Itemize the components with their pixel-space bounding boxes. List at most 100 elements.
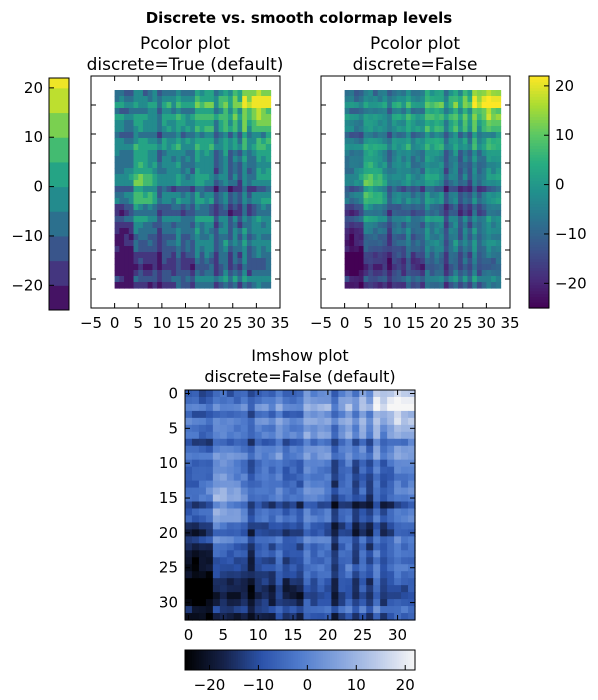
heatmap-cell — [296, 410, 305, 419]
heatmap-cell — [439, 96, 445, 103]
heatmap-cell — [185, 536, 193, 544]
heatmap-cell — [401, 204, 407, 211]
heatmap-cell — [481, 114, 487, 121]
heatmap-cell — [251, 270, 257, 277]
heatmap-cell — [495, 228, 502, 235]
heatmap-cell — [303, 438, 312, 447]
heatmap-cell — [171, 270, 177, 277]
heatmap-cell — [439, 270, 445, 277]
colorbar-gradient-step — [295, 650, 299, 670]
heatmap-cell — [462, 168, 469, 175]
heatmap-cell — [191, 585, 200, 593]
colorbar-gradient-step — [249, 650, 253, 670]
heatmap-cell — [366, 438, 374, 447]
figure-suptitle: Discrete vs. smooth colormap levels — [146, 9, 453, 27]
heatmap-cell — [462, 210, 469, 217]
heatmap-cell — [142, 132, 149, 139]
heatmap-cell — [128, 186, 135, 193]
heatmap-cell — [226, 564, 235, 572]
heatmap-cell — [198, 557, 207, 565]
heatmap-cell — [256, 240, 262, 247]
heatmap-cell — [142, 114, 149, 121]
heatmap-cell — [223, 216, 229, 223]
pcolor-discrete-x-tick-label: 30 — [247, 314, 266, 332]
heatmap-cell — [401, 258, 407, 265]
heatmap-cell — [303, 536, 312, 544]
heatmap-cell — [205, 487, 214, 496]
heatmap-cell — [401, 162, 407, 169]
heatmap-cell — [133, 138, 139, 145]
heatmap-cell — [415, 162, 421, 169]
heatmap-cell — [114, 216, 120, 223]
heatmap-cell — [152, 222, 158, 229]
heatmap-cell — [213, 276, 220, 283]
heatmap-cell — [185, 571, 193, 579]
heatmap-cell — [439, 108, 445, 115]
heatmap-cell — [265, 234, 272, 241]
heatmap-cell — [406, 240, 412, 247]
heatmap-cell — [157, 192, 163, 199]
heatmap-cell — [157, 126, 163, 133]
colorbar-gradient-step — [529, 102, 549, 106]
heatmap-cell — [152, 132, 158, 139]
heatmap-cell — [289, 396, 298, 405]
heatmap-cell — [401, 445, 409, 454]
pcolor-discrete-x-tick-label: −5 — [80, 314, 102, 332]
heatmap-cell — [254, 536, 263, 544]
heatmap-cell — [372, 186, 379, 193]
heatmap-cell — [344, 204, 350, 211]
heatmap-cell — [352, 613, 360, 621]
heatmap-cell — [205, 536, 214, 544]
heatmap-cell — [410, 168, 417, 175]
heatmap-cell — [265, 210, 272, 217]
heatmap-cell — [331, 438, 339, 447]
heatmap-cell — [458, 270, 464, 277]
heatmap-cell — [242, 186, 248, 193]
heatmap-cell — [338, 557, 346, 565]
heatmap-cell — [354, 108, 360, 115]
heatmap-cell — [349, 216, 355, 223]
heatmap-cell — [394, 494, 402, 503]
heatmap-cell — [420, 96, 426, 103]
heatmap-cell — [394, 536, 402, 544]
heatmap-cell — [152, 126, 158, 133]
colorbar-gradient-step — [279, 650, 283, 670]
heatmap-cell — [349, 198, 355, 205]
heatmap-cell — [275, 585, 284, 593]
heatmap-cell — [443, 276, 450, 283]
heatmap-cell — [265, 144, 272, 151]
colorbar-gradient-step — [529, 119, 549, 123]
heatmap-cell — [268, 473, 277, 482]
heatmap-cell — [256, 270, 262, 277]
heatmap-cell — [142, 264, 149, 271]
heatmap-cell — [176, 180, 182, 187]
heatmap-cell — [443, 258, 450, 265]
heatmap-cell — [251, 258, 257, 265]
heatmap-cell — [247, 390, 256, 398]
heatmap-cell — [363, 264, 369, 271]
heatmap-cell — [237, 210, 243, 217]
heatmap-cell — [344, 246, 350, 253]
heatmap-cell — [366, 578, 374, 586]
heatmap-cell — [199, 246, 205, 253]
heatmap-cell — [198, 452, 207, 461]
pcolor-discrete-x-tick-label: 35 — [270, 314, 289, 332]
heatmap-cell — [114, 276, 120, 283]
heatmap-cell — [476, 192, 483, 199]
colorbar-tick-label: 10 — [24, 128, 43, 146]
heatmap-cell — [191, 501, 200, 510]
heatmap-cell — [261, 557, 270, 565]
heatmap-cell — [226, 424, 235, 433]
colorbar-gradient-step — [196, 650, 200, 670]
heatmap-cell — [338, 480, 346, 489]
heatmap-cell — [382, 234, 388, 241]
heatmap-cell — [219, 585, 228, 593]
heatmap-cell — [344, 234, 350, 241]
heatmap-cell — [420, 258, 426, 265]
heatmap-cell — [331, 390, 339, 398]
heatmap-cell — [382, 114, 388, 121]
heatmap-cell — [232, 120, 239, 127]
heatmap-cell — [424, 162, 431, 169]
heatmap-cell — [157, 240, 163, 247]
heatmap-cell — [408, 571, 416, 579]
